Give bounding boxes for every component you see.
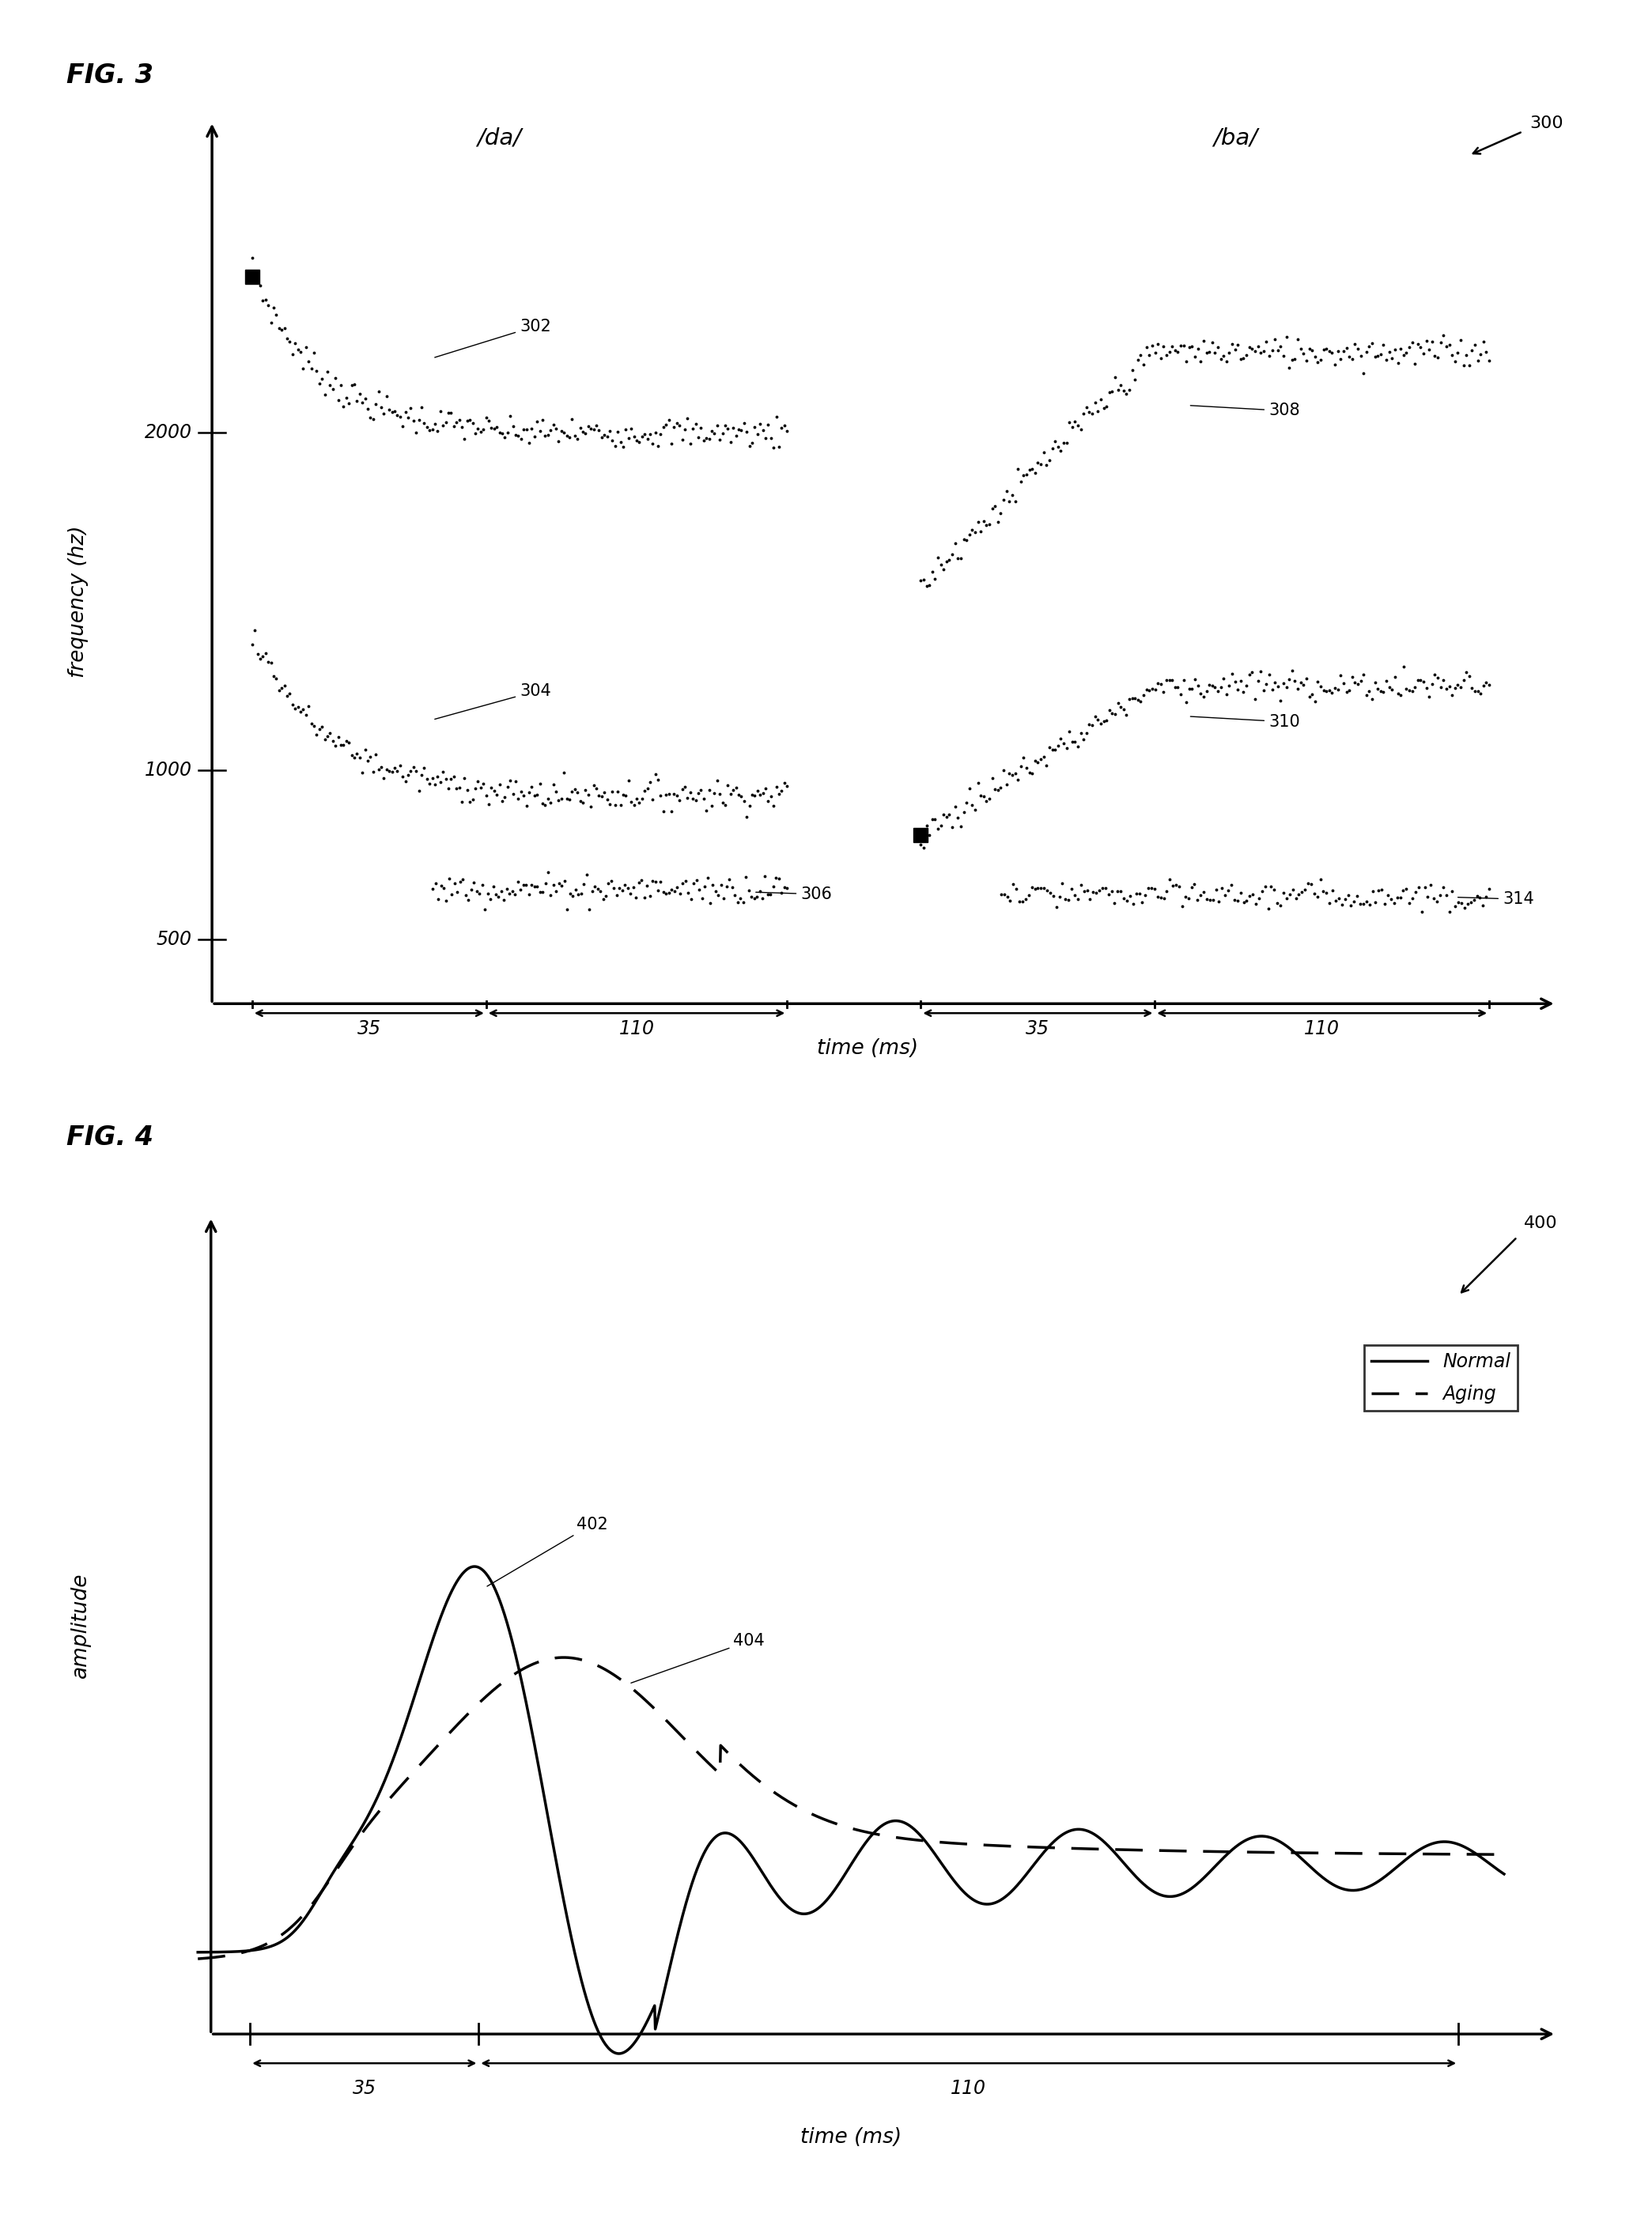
Text: 35: 35 <box>1026 1020 1049 1037</box>
Text: 110: 110 <box>1303 1020 1340 1037</box>
Text: 35: 35 <box>357 1020 382 1037</box>
Text: 302: 302 <box>434 318 552 358</box>
Text: time (ms): time (ms) <box>800 2128 902 2148</box>
Text: 110: 110 <box>620 1020 654 1037</box>
Text: FIG. 4: FIG. 4 <box>66 1124 154 1151</box>
Text: time (ms): time (ms) <box>816 1040 919 1060</box>
Text: 308: 308 <box>1191 403 1300 418</box>
Text: 314: 314 <box>1459 890 1535 908</box>
Text: 306: 306 <box>757 886 833 902</box>
Text: amplitude: amplitude <box>69 1572 91 1678</box>
Text: 400: 400 <box>1523 1215 1558 1231</box>
Text: 304: 304 <box>434 683 552 719</box>
Text: frequency (hz): frequency (hz) <box>68 525 89 677</box>
Text: FIG. 3: FIG. 3 <box>66 62 154 89</box>
Text: /ba/: /ba/ <box>1213 127 1257 149</box>
Text: /da/: /da/ <box>477 127 522 149</box>
Text: 2000: 2000 <box>144 423 192 443</box>
Text: 500: 500 <box>157 930 192 948</box>
Legend: Normal, Aging: Normal, Aging <box>1365 1345 1518 1411</box>
Text: 1000: 1000 <box>144 761 192 779</box>
Text: 404: 404 <box>631 1634 765 1683</box>
Text: 300: 300 <box>1530 116 1563 131</box>
Text: 35: 35 <box>352 2079 377 2099</box>
Text: 402: 402 <box>487 1516 608 1587</box>
Text: 310: 310 <box>1191 715 1300 730</box>
Text: 110: 110 <box>952 2079 986 2099</box>
